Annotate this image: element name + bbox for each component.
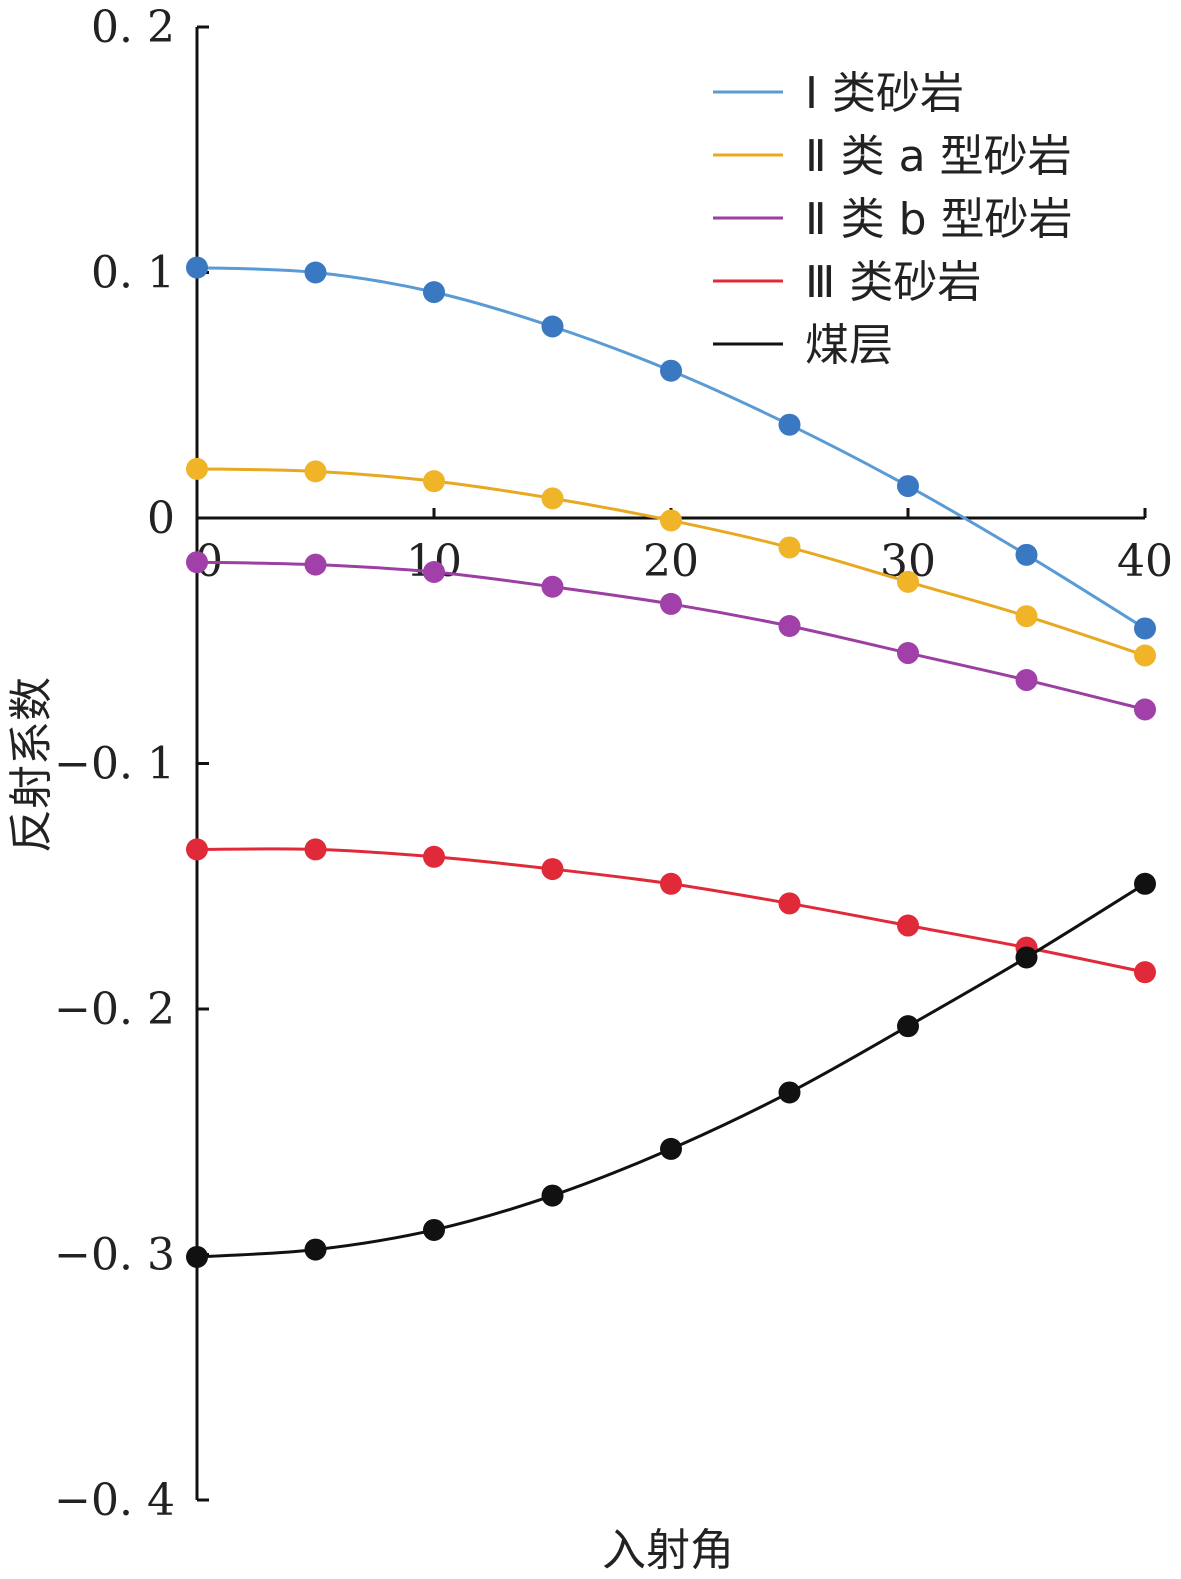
data-point — [186, 838, 208, 861]
data-point — [186, 457, 208, 480]
data-point — [660, 872, 682, 895]
legend-label: Ⅰ 类砂岩 — [805, 68, 964, 119]
legend-item: Ⅱ 类 a 型砂岩 — [713, 131, 1072, 182]
data-point — [423, 470, 445, 493]
x-tick-label: 20 — [643, 536, 699, 587]
legend-label: Ⅱ 类 a 型砂岩 — [805, 131, 1072, 182]
data-point — [541, 858, 564, 881]
series-1 — [186, 256, 1156, 640]
legend-item: 煤层 — [713, 320, 893, 371]
data-point — [186, 256, 208, 279]
data-point — [778, 1081, 801, 1104]
data-point — [778, 413, 801, 436]
data-point — [541, 1184, 564, 1207]
data-point — [304, 553, 327, 576]
legend-item: Ⅰ 类砂岩 — [713, 68, 964, 119]
legend-label: Ⅲ 类砂岩 — [805, 257, 981, 308]
data-point — [186, 551, 208, 574]
data-point — [541, 487, 564, 510]
series-3 — [186, 551, 1156, 721]
data-point — [1134, 698, 1156, 721]
data-point — [778, 536, 801, 559]
data-point — [897, 475, 919, 498]
data-point — [304, 460, 327, 483]
data-point — [1015, 605, 1038, 628]
y-tick-label: 0 — [147, 493, 175, 544]
legend-item: Ⅱ 类 b 型砂岩 — [713, 194, 1073, 245]
x-axis-title: 入射角 — [602, 1525, 734, 1576]
data-point — [541, 315, 564, 338]
series-line — [196, 847, 1146, 974]
series-2 — [186, 457, 1156, 667]
data-point — [660, 592, 682, 615]
data-point — [778, 615, 801, 638]
data-point — [541, 575, 564, 598]
data-point — [423, 561, 445, 584]
data-point — [1134, 872, 1156, 895]
data-point — [1015, 543, 1038, 566]
y-tick-label: −0. 3 — [54, 1230, 175, 1281]
data-point — [660, 509, 682, 532]
series-line — [196, 882, 1146, 1259]
data-point — [660, 1137, 682, 1160]
data-point — [1134, 961, 1156, 984]
data-point — [1134, 617, 1156, 640]
data-point — [897, 570, 919, 593]
legend-label: Ⅱ 类 b 型砂岩 — [805, 194, 1073, 245]
y-tick-label: −0. 1 — [54, 739, 175, 790]
data-point — [186, 1245, 208, 1268]
data-point — [897, 914, 919, 937]
series-5 — [186, 872, 1156, 1268]
data-point — [1015, 669, 1038, 692]
y-tick-label: 0. 1 — [91, 248, 175, 299]
y-tick-label: −0. 4 — [54, 1475, 175, 1526]
data-point — [304, 261, 327, 284]
data-point — [660, 359, 682, 382]
legend-item: Ⅲ 类砂岩 — [713, 257, 981, 308]
data-point — [423, 1218, 445, 1241]
data-point — [778, 892, 801, 915]
x-tick-label: 40 — [1117, 536, 1173, 587]
data-point — [897, 642, 919, 665]
data-point — [423, 281, 445, 304]
y-axis-title: 反射系数 — [6, 677, 57, 853]
y-tick-label: −0. 2 — [54, 984, 175, 1035]
legend-label: 煤层 — [805, 320, 893, 371]
data-point — [304, 1238, 327, 1261]
series-layer — [186, 256, 1156, 1268]
data-point — [1134, 644, 1156, 667]
data-point — [1015, 946, 1038, 969]
data-point — [423, 845, 445, 868]
y-tick-label: 0. 2 — [91, 2, 175, 53]
data-point — [897, 1015, 919, 1038]
data-point — [304, 838, 327, 861]
series-4 — [186, 838, 1156, 984]
